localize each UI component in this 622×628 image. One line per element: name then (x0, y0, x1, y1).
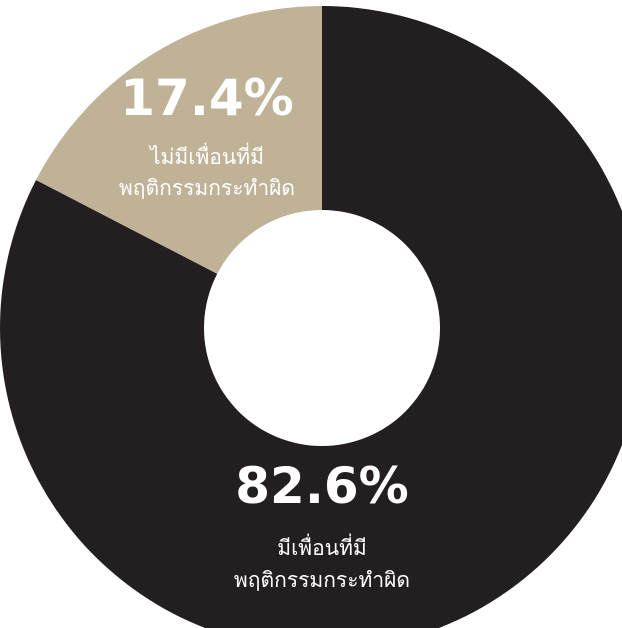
slice-1-percent-label: 17.4% (120, 69, 293, 127)
slice-1-category-label-line-2: พฤติกรรมกระทำผิด (119, 176, 295, 200)
donut-hole (204, 210, 440, 446)
slice-1-category-label-line-1: ไม่มีเพื่อนที่มี (148, 142, 264, 169)
slice-0-percent-label: 82.6% (235, 457, 408, 515)
pie-slice-friends-with-misconduct (0, 6, 622, 628)
slice-0-category-label-line-1: มีเพื่อนที่มี (277, 533, 367, 560)
slice-0-category-label-line-2: พฤติกรรมกระทำผิด (234, 568, 410, 592)
